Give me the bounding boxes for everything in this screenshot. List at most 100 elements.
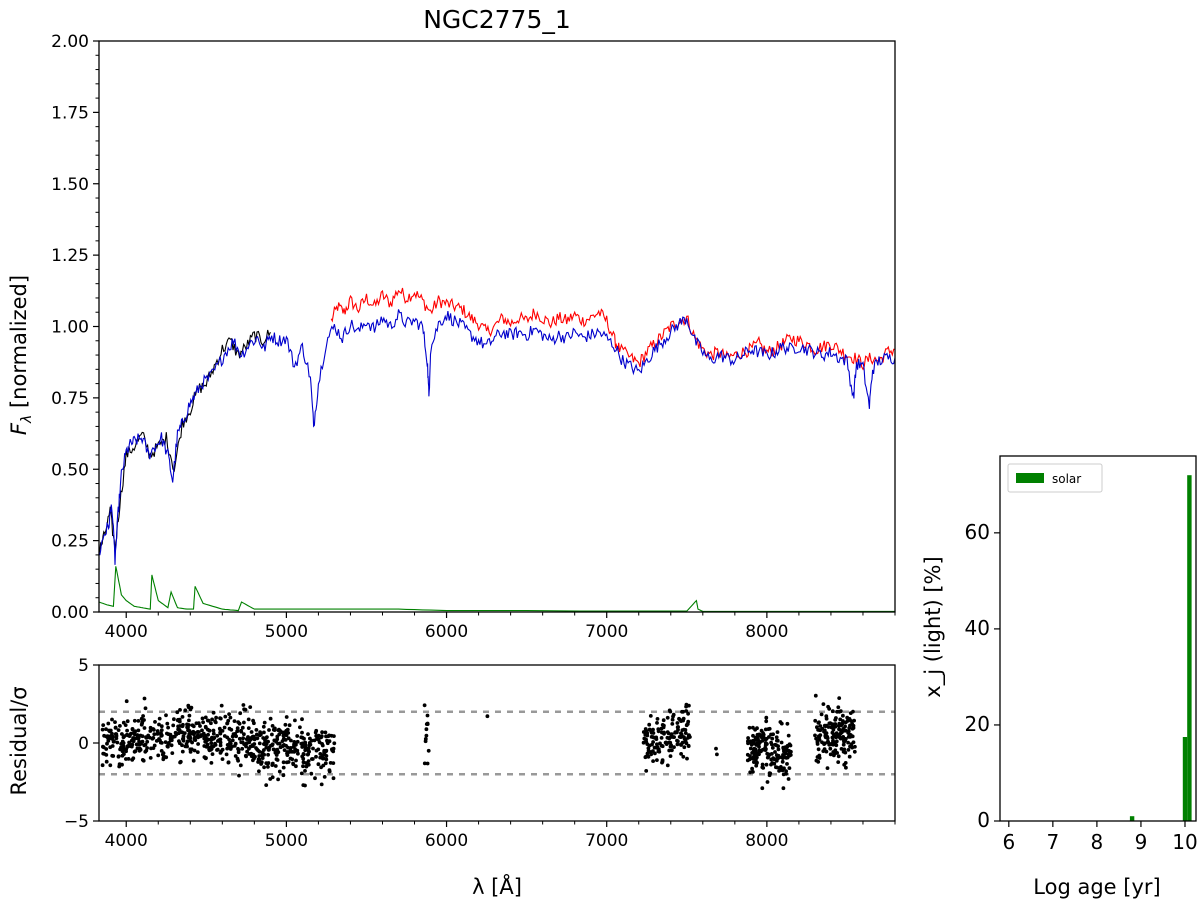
residual-point xyxy=(783,751,788,756)
residual-point xyxy=(271,747,276,752)
residual-point xyxy=(113,720,117,724)
residual-x-tick-label: 6000 xyxy=(425,831,468,851)
residual-point xyxy=(124,747,129,751)
residual-point xyxy=(314,754,318,759)
main-y-axis-label: Fλ [normalized] xyxy=(7,275,35,435)
residual-point xyxy=(752,755,757,760)
main-y-tick-label: 0.50 xyxy=(51,460,89,480)
residual-point xyxy=(683,731,688,735)
residual-point xyxy=(714,746,718,751)
residual-point xyxy=(125,728,129,733)
residual-point xyxy=(784,769,788,774)
residual-point xyxy=(104,753,109,757)
residual-point xyxy=(289,746,293,750)
residual-point xyxy=(780,756,785,760)
main-x-tick-label: 5000 xyxy=(265,622,308,642)
residual-point xyxy=(220,729,225,733)
residual-point xyxy=(104,734,108,739)
residual-point xyxy=(672,735,676,739)
residual-point xyxy=(425,761,430,766)
main-y-tick-label: 0.25 xyxy=(51,532,89,552)
residual-point xyxy=(234,734,239,739)
residual-point xyxy=(331,746,336,751)
residual-point xyxy=(257,741,262,746)
residual-point xyxy=(118,724,122,728)
residual-point xyxy=(183,708,188,713)
residual-point xyxy=(175,710,180,715)
residual-point xyxy=(235,729,240,734)
residual-point xyxy=(166,742,171,746)
residual-point xyxy=(649,730,654,735)
residual-point xyxy=(846,740,850,745)
residual-point xyxy=(813,693,818,698)
residual-point xyxy=(210,717,215,722)
residual-point xyxy=(671,712,676,717)
residual-point xyxy=(662,730,666,735)
residual-point xyxy=(679,732,684,736)
residual-point xyxy=(120,762,124,767)
residual-point xyxy=(151,746,156,750)
residual-point xyxy=(187,713,192,718)
residual-point xyxy=(300,735,305,740)
residual-y-axis-label: Residual/σ xyxy=(7,686,31,795)
residual-point xyxy=(300,730,304,735)
residual-point xyxy=(148,756,153,760)
residual-point xyxy=(108,763,113,768)
residual-point xyxy=(816,747,821,752)
residual-point xyxy=(130,727,135,731)
residual-point xyxy=(320,742,324,746)
residual-point xyxy=(761,735,766,740)
residual-point xyxy=(189,705,194,710)
residual-point xyxy=(192,732,196,737)
residual-point xyxy=(259,762,263,766)
residual-point xyxy=(313,776,317,781)
residual-point xyxy=(765,780,770,784)
residual-point xyxy=(178,724,182,728)
residual-point xyxy=(296,751,300,756)
residual-point xyxy=(159,724,164,729)
main-x-tick-label: 7000 xyxy=(585,622,628,642)
histogram-y-tick-label: 20 xyxy=(965,712,990,736)
residual-point xyxy=(230,734,235,739)
residual-point xyxy=(423,739,428,744)
residual-point xyxy=(670,717,675,722)
residual-point xyxy=(168,737,173,742)
residual-point xyxy=(121,735,126,740)
residual-point xyxy=(101,751,106,756)
residual-point xyxy=(295,739,300,744)
residual-point xyxy=(132,718,137,723)
residual-x-tick-label: 5000 xyxy=(265,831,308,851)
residual-point xyxy=(785,748,789,753)
histogram-x-tick-label: 6 xyxy=(1002,830,1015,854)
residual-point xyxy=(781,786,786,791)
residual-point xyxy=(110,717,114,722)
residual-point xyxy=(306,746,311,750)
residual-point xyxy=(270,742,275,747)
residual-point xyxy=(308,736,312,741)
residual-point xyxy=(104,759,109,764)
residual-point xyxy=(202,734,207,739)
residual-point xyxy=(652,745,657,750)
residual-point xyxy=(213,719,218,724)
residual-point xyxy=(124,699,129,704)
residual-point xyxy=(223,714,228,719)
residual-point xyxy=(244,744,249,749)
residual-point xyxy=(833,748,838,753)
residual-point xyxy=(847,734,852,739)
residual-point xyxy=(106,721,111,726)
spectrum-series-1 xyxy=(99,329,271,555)
residual-point xyxy=(769,757,774,762)
residual-point xyxy=(201,720,206,725)
residual-point xyxy=(175,718,180,723)
residual-point xyxy=(651,735,655,739)
residual-point xyxy=(781,747,786,752)
residual-point xyxy=(100,727,105,732)
residual-point xyxy=(174,732,179,737)
residual-point xyxy=(116,728,121,732)
residual-point xyxy=(828,746,833,751)
residual-point xyxy=(686,711,690,716)
residual-point xyxy=(848,711,853,715)
residual-point xyxy=(778,767,783,772)
residual-point xyxy=(252,736,257,741)
residual-point xyxy=(776,744,780,749)
